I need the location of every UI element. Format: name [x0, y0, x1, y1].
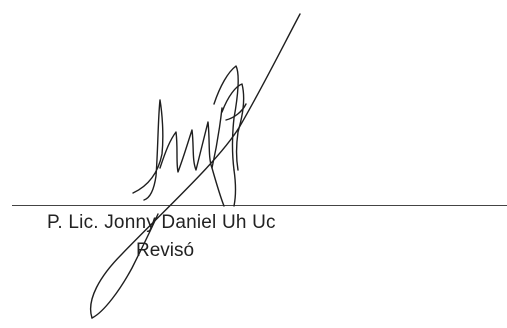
signer-name: P. Lic. Jonny Daniel Uh Uc: [47, 212, 276, 233]
signature-line: [12, 205, 507, 206]
role-label: Revisó: [136, 240, 195, 261]
